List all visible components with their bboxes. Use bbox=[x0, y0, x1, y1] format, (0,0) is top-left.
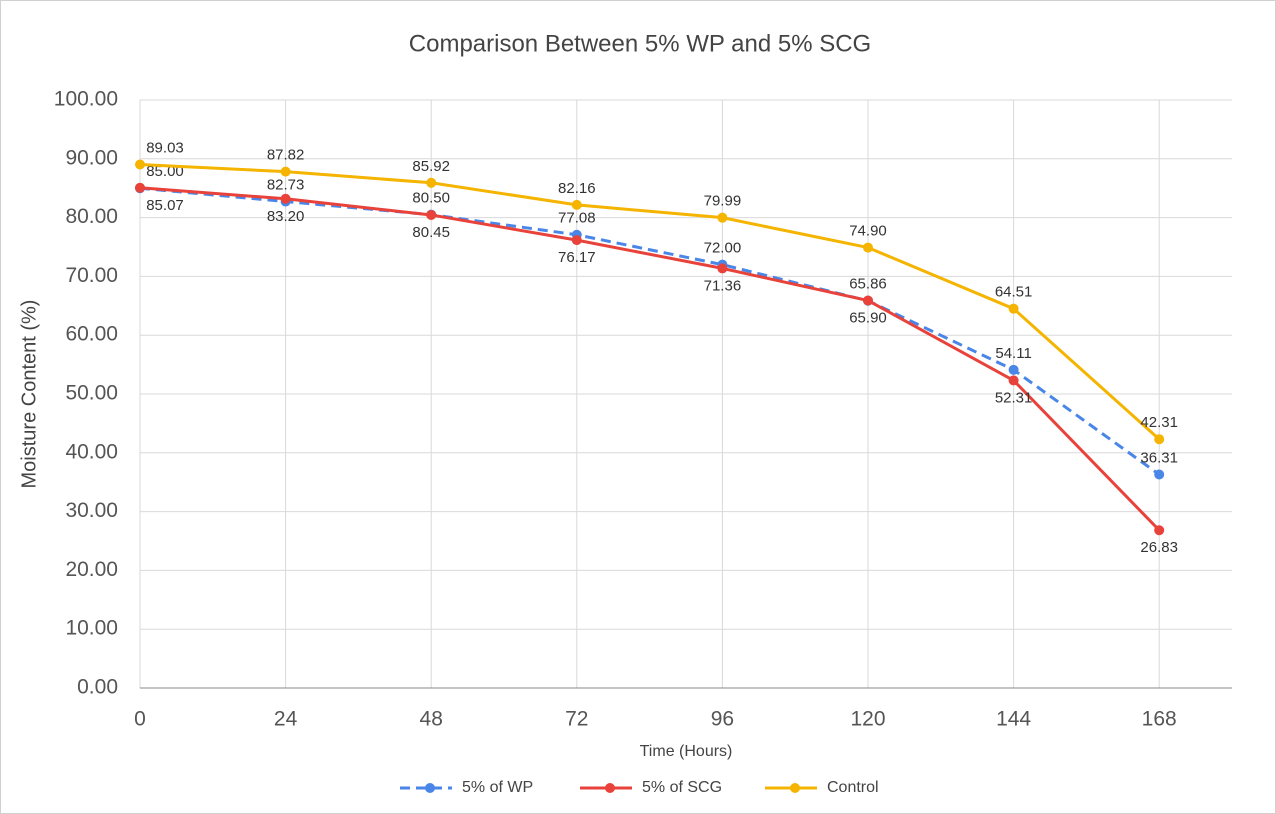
data-label: 76.17 bbox=[558, 249, 596, 266]
y-tick-label: 100.00 bbox=[54, 88, 118, 111]
point bbox=[426, 209, 437, 220]
data-label: 89.03 bbox=[146, 139, 184, 156]
y-tick-label: 30.00 bbox=[65, 499, 118, 522]
legend-marker bbox=[425, 783, 435, 793]
x-tick-label: 168 bbox=[1142, 708, 1177, 731]
y-axis-label: Moisture Content (%) bbox=[18, 300, 40, 489]
data-label: 85.92 bbox=[412, 158, 450, 175]
point bbox=[135, 182, 145, 193]
x-tick-label: 72 bbox=[565, 708, 588, 731]
data-label: 82.73 bbox=[267, 177, 305, 194]
y-tick-label: 20.00 bbox=[65, 558, 118, 581]
point bbox=[1008, 303, 1019, 314]
point bbox=[1154, 525, 1165, 536]
point bbox=[1008, 375, 1019, 386]
y-tick-label: 0.00 bbox=[77, 676, 118, 699]
legend-marker bbox=[605, 783, 615, 793]
point bbox=[863, 242, 873, 253]
x-tick-label: 24 bbox=[274, 708, 298, 731]
data-label: 71.36 bbox=[704, 277, 742, 294]
point bbox=[280, 166, 291, 177]
data-label: 65.90 bbox=[849, 309, 887, 326]
data-label: 87.82 bbox=[267, 147, 305, 164]
point bbox=[280, 193, 291, 204]
series-line bbox=[139, 186, 1161, 476]
y-tick-label: 80.00 bbox=[65, 205, 118, 228]
data-label: 42.31 bbox=[1140, 414, 1178, 431]
point bbox=[426, 177, 437, 188]
point bbox=[1154, 469, 1165, 480]
y-tick-label: 40.00 bbox=[65, 440, 118, 463]
x-tick-label: 96 bbox=[711, 708, 734, 731]
series-line bbox=[139, 186, 1161, 532]
data-label: 74.90 bbox=[849, 223, 887, 240]
point bbox=[717, 212, 728, 223]
data-label: 65.86 bbox=[849, 276, 887, 293]
data-label: 80.50 bbox=[412, 190, 450, 207]
x-axis-label: Time (Hours) bbox=[640, 743, 733, 760]
legend-label: Control bbox=[827, 779, 879, 796]
point bbox=[717, 263, 728, 274]
data-label: 82.16 bbox=[558, 180, 596, 197]
data-label: 79.99 bbox=[704, 193, 742, 210]
series-line bbox=[139, 163, 1161, 441]
point bbox=[571, 235, 582, 246]
legend-marker bbox=[790, 783, 800, 793]
data-label: 64.51 bbox=[995, 284, 1033, 301]
y-tick-label: 60.00 bbox=[65, 323, 118, 346]
y-tick-label: 70.00 bbox=[65, 264, 118, 287]
legend-label: 5% of SCG bbox=[642, 779, 722, 796]
data-label: 72.00 bbox=[704, 240, 742, 257]
chart-title: Comparison Between 5% WP and 5% SCG bbox=[409, 30, 871, 57]
data-label: 85.07 bbox=[146, 197, 184, 214]
data-label: 80.45 bbox=[412, 224, 450, 241]
data-label: 26.83 bbox=[1140, 539, 1178, 556]
x-tick-label: 144 bbox=[996, 708, 1031, 731]
y-tick-label: 10.00 bbox=[65, 617, 118, 640]
data-label: 36.31 bbox=[1140, 449, 1178, 466]
point bbox=[1008, 364, 1019, 375]
data-label: 54.11 bbox=[995, 345, 1031, 362]
y-tick-label: 90.00 bbox=[65, 146, 118, 169]
data-label: 83.20 bbox=[267, 208, 305, 225]
point bbox=[863, 295, 873, 306]
legend-label: 5% of WP bbox=[462, 779, 533, 796]
data-label: 52.31 bbox=[995, 389, 1033, 406]
x-tick-label: 0 bbox=[134, 708, 146, 731]
x-tick-label: 120 bbox=[850, 708, 885, 731]
data-label: 77.08 bbox=[558, 210, 596, 227]
point bbox=[571, 199, 582, 210]
x-tick-label: 48 bbox=[420, 708, 443, 731]
point bbox=[135, 159, 145, 170]
point bbox=[1154, 434, 1165, 445]
y-tick-label: 50.00 bbox=[65, 382, 118, 405]
